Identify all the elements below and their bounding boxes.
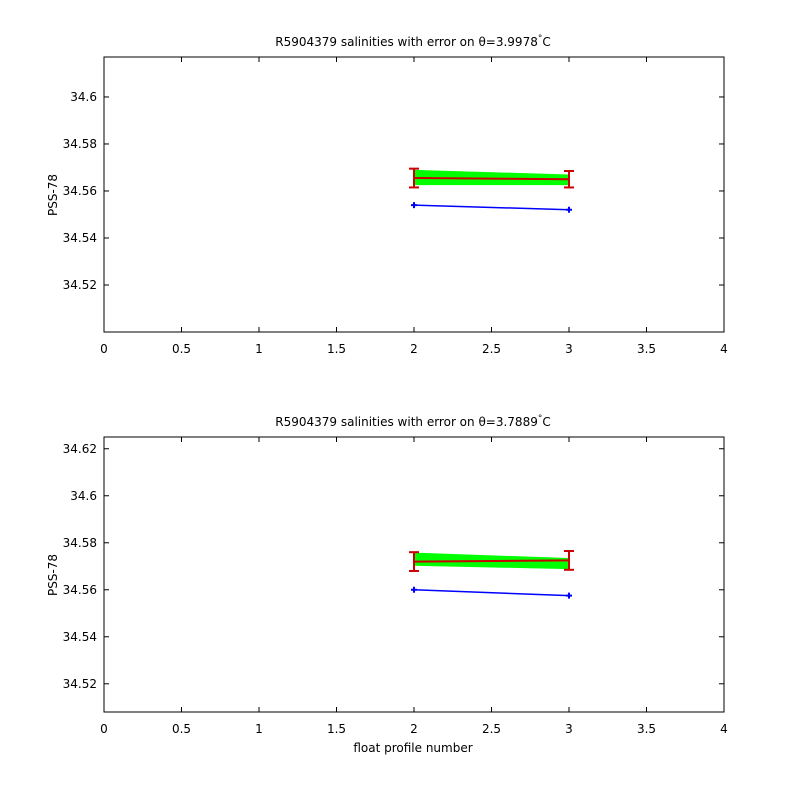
bottom-chart-ylabel: PSS-78 [46,554,60,596]
top-chart-xtick-label: 2 [410,342,418,356]
top-chart-ytick-label: 34.52 [63,278,97,292]
bottom-chart-ytick-label: 34.54 [63,630,97,644]
top-chart-xtick-label: 0.5 [172,342,191,356]
top-chart-ytick-label: 34.6 [70,90,97,104]
top-chart-xtick-label: 3 [565,342,573,356]
bottom-chart-plot-area: 0 0.5 1 1.5 2 2.5 3 3.5 4 34.52 34.54 34.56 34.58 34.… [63,436,728,736]
top-chart-float-point [411,202,417,209]
top-chart: R5904379 salinities with error on θ=3.99… [46,34,728,356]
top-chart-error-band [414,169,569,186]
bottom-chart-xtick-label: 0 [100,722,108,736]
bottom-chart-xtick-label: 0.5 [172,722,191,736]
bottom-chart-xtick-label: 4 [720,722,728,736]
top-chart-float-line [413,204,570,211]
top-chart-plot-area: 0 0.5 1 1.5 2 2.5 3 3.5 4 34.52 34.54 34.56 34.58 34.… [63,56,728,356]
top-chart-mapped-line [413,177,570,181]
bottom-chart-ytick-label: 34.58 [63,536,97,550]
top-chart-float-point [566,206,572,213]
bottom-chart-float-line [413,589,570,597]
top-chart-ytick-label: 34.56 [63,184,97,198]
bottom-chart-xtick-label: 2 [410,722,418,736]
top-chart-xtick-label: 1.5 [327,342,346,356]
bottom-chart-xtick-label: 3 [565,722,573,736]
bottom-chart-xtick-label: 1.5 [327,722,346,736]
bottom-chart-xtick-label: 2.5 [482,722,501,736]
bottom-chart-float-point [411,586,417,593]
bottom-chart-float-point [566,592,572,599]
bottom-chart-mapped-line [413,559,570,563]
top-chart-title: R5904379 salinities with error on θ=3.99… [275,34,550,49]
bottom-chart-ytick-label: 34.56 [63,583,97,597]
bottom-chart: R5904379 salinities with error on θ=3.78… [46,414,728,755]
bottom-chart-xlabel: float profile number [353,741,472,755]
top-chart-xtick-label: 1 [255,342,263,356]
bottom-chart-ytick-label: 34.52 [63,677,97,691]
top-chart-xtick-label: 3.5 [637,342,656,356]
bottom-chart-xtick-label: 1 [255,722,263,736]
top-chart-ytick-label: 34.54 [63,231,97,245]
bottom-chart-ytick-label: 34.62 [63,442,97,456]
bottom-chart-ytick-label: 34.6 [70,489,97,503]
top-chart-xtick-label: 2.5 [482,342,501,356]
top-chart-xtick-label: 0 [100,342,108,356]
top-chart-ylabel: PSS-78 [46,174,60,216]
bottom-chart-xtick-label: 3.5 [637,722,656,736]
bottom-chart-title: R5904379 salinities with error on θ=3.78… [275,414,550,429]
top-chart-ytick-label: 34.58 [63,137,97,151]
top-chart-xtick-label: 4 [720,342,728,356]
